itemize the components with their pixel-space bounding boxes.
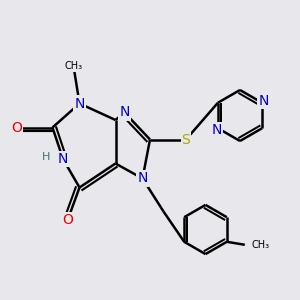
Text: N: N	[74, 97, 85, 110]
Text: N: N	[258, 94, 269, 108]
Text: N: N	[58, 152, 68, 166]
Text: N: N	[211, 123, 222, 137]
Text: CH₃: CH₃	[251, 240, 269, 250]
Text: CH₃: CH₃	[64, 61, 82, 71]
Text: O: O	[11, 121, 22, 134]
Text: S: S	[182, 133, 190, 146]
Text: N: N	[119, 106, 130, 119]
Text: O: O	[62, 214, 73, 227]
Text: N: N	[137, 172, 148, 185]
Text: H: H	[42, 152, 51, 163]
